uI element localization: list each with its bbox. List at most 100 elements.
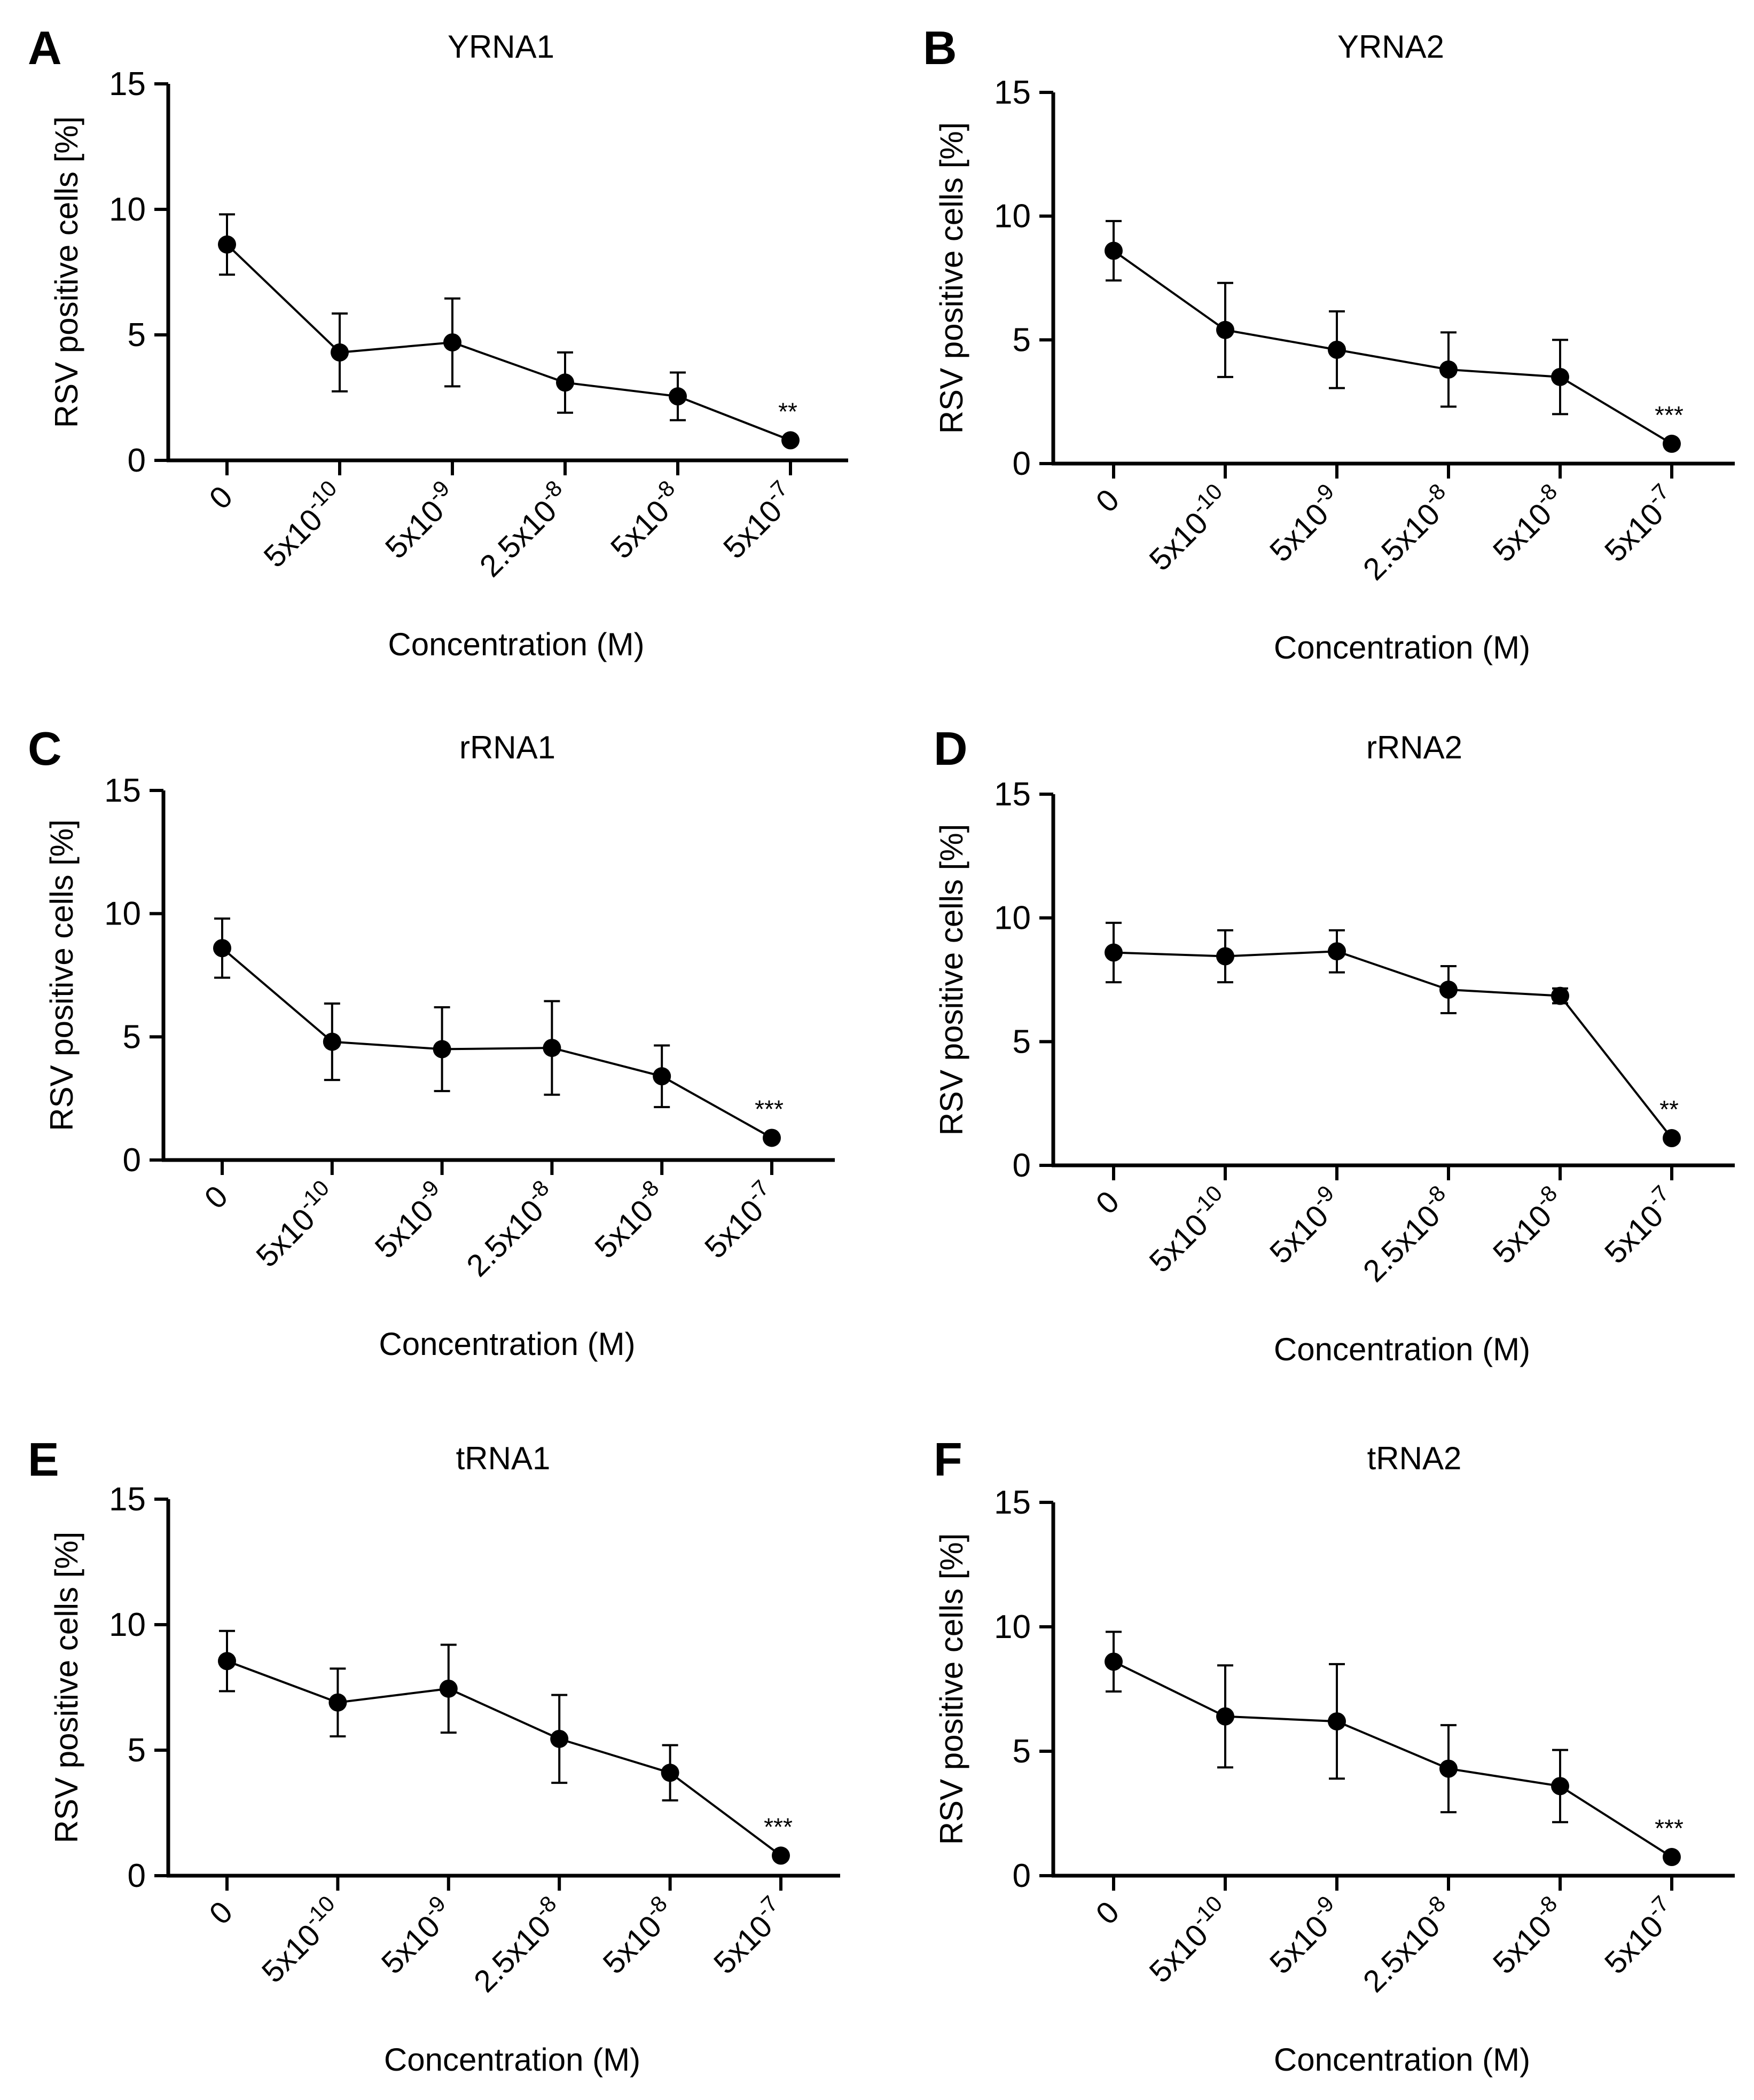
x-tick-label: 0: [1089, 1184, 1126, 1221]
series-line: [1113, 950, 1673, 1139]
y-tick-label: 0: [128, 1858, 146, 1894]
series-line: [226, 244, 791, 442]
y-axis-title: RSV positive cells [%]: [934, 122, 969, 434]
data-point: [1216, 947, 1234, 966]
data-point: [1328, 1712, 1346, 1731]
chart-title: rRNA2: [1366, 730, 1462, 765]
data-point: [1663, 1129, 1681, 1148]
x-tick-label: 5x10-9: [371, 1891, 461, 1980]
x-tick-label: 2.5x10-8: [456, 1175, 565, 1283]
y-tick-label: 15: [109, 66, 146, 103]
x-axis-title: Concentration (M): [388, 626, 644, 662]
y-axis-title: RSV positive cells [%]: [934, 824, 969, 1136]
panel-label: D: [934, 722, 968, 775]
data-point: [763, 1129, 781, 1147]
x-tick-label: 5x10-7: [713, 475, 803, 565]
data-point: [218, 235, 236, 254]
x-tick-label: 5x10-8: [600, 475, 690, 565]
significance-marker: ***: [1655, 401, 1683, 429]
chart-panel-a: A YRNA1 0 5 10 15 RSV positive cells [%] 0 5x10-…: [28, 21, 848, 662]
data-point: [1551, 367, 1569, 386]
data-point: [218, 1652, 236, 1671]
significance-marker: ***: [764, 1813, 793, 1840]
data-point: [661, 1764, 679, 1782]
y-tick-label: 15: [994, 1484, 1031, 1521]
data-point: [1105, 1652, 1123, 1671]
x-tick-label: 2.5x10-8: [1353, 1180, 1461, 1289]
y-axis-title: RSV positive cells [%]: [49, 1532, 84, 1844]
x-tick-label: 5x10-8: [1483, 1891, 1572, 1980]
significance-marker: **: [778, 397, 797, 425]
data-point: [1105, 943, 1123, 962]
x-tick-label: 5x10-9: [364, 1175, 454, 1265]
x-tick-label: 5x10-7: [1594, 479, 1684, 568]
x-tick-label: 5x10-10: [1139, 479, 1238, 577]
data-point: [1216, 320, 1234, 339]
x-tick-label: 0: [202, 479, 239, 516]
x-axis-title: Concentration (M): [1274, 1331, 1530, 1367]
data-point: [439, 1679, 458, 1698]
data-point: [1439, 360, 1458, 379]
data-point: [1439, 1759, 1458, 1778]
y-tick-label: 0: [128, 442, 146, 479]
panel-label: B: [923, 21, 957, 74]
series-line: [226, 1660, 782, 1857]
y-tick-label: 10: [994, 900, 1031, 937]
significance-marker: **: [1659, 1095, 1679, 1123]
x-tick-label: 0: [1089, 1894, 1126, 1931]
x-tick-label: 5x10-8: [584, 1175, 674, 1265]
panel-label: A: [28, 21, 62, 74]
data-point: [1551, 986, 1569, 1005]
x-tick-label: 5x10-9: [1259, 1180, 1349, 1270]
x-tick-label: 5x10-8: [1483, 1180, 1572, 1270]
y-tick-label: 0: [1013, 445, 1031, 482]
y-tick-label: 5: [123, 1018, 141, 1055]
data-point: [1328, 340, 1346, 359]
x-tick-label: 2.5x10-8: [1353, 1891, 1461, 1999]
x-tick-label: 5x10-9: [1259, 479, 1349, 568]
chart-panel-b: B YRNA2 0 5 10 15 RSV positive cells [%] 0 5x10-…: [923, 21, 1735, 665]
series-line: [1113, 1660, 1673, 1858]
y-tick-label: 15: [109, 1481, 146, 1518]
data-point: [1105, 241, 1123, 260]
data-point: [1663, 1848, 1681, 1867]
x-axis-title: Concentration (M): [384, 2042, 640, 2078]
x-tick-label: 5x10-10: [1139, 1891, 1238, 1989]
y-tick-label: 10: [104, 896, 141, 933]
data-point: [1551, 1777, 1569, 1796]
panel-label: E: [28, 1433, 59, 1486]
x-tick-label: 0: [1089, 482, 1126, 519]
y-tick-label: 5: [128, 1732, 146, 1769]
y-tick-label: 15: [994, 74, 1031, 111]
y-tick-label: 10: [994, 198, 1031, 235]
chart-title: tRNA1: [456, 1440, 551, 1476]
panel-label: C: [28, 722, 62, 775]
x-tick-label: 5x10-10: [253, 475, 352, 574]
data-point: [653, 1067, 671, 1086]
y-tick-label: 5: [1013, 1733, 1031, 1770]
x-tick-label: 5x10-10: [1139, 1180, 1238, 1279]
significance-marker: ***: [1655, 1814, 1683, 1842]
x-axis-title: Concentration (M): [379, 1326, 635, 1362]
data-point: [331, 343, 349, 362]
x-tick-label: 5x10-8: [592, 1891, 682, 1980]
y-tick-label: 5: [1013, 1023, 1031, 1060]
series-line: [1113, 249, 1673, 445]
y-tick-label: 0: [123, 1142, 141, 1179]
y-tick-label: 10: [109, 1607, 146, 1643]
data-point: [1439, 981, 1458, 999]
data-point: [556, 373, 574, 392]
data-point: [323, 1032, 341, 1051]
x-tick-label: 5x10-10: [246, 1175, 344, 1274]
data-point: [1216, 1707, 1234, 1726]
x-tick-label: 5x10-7: [1594, 1180, 1684, 1270]
y-tick-label: 10: [109, 191, 146, 228]
significance-marker: ***: [755, 1095, 784, 1123]
y-tick-label: 15: [994, 776, 1031, 813]
x-tick-label: 2.5x10-8: [1353, 479, 1461, 587]
x-tick-label: 5x10-8: [1483, 479, 1572, 568]
panel-label: F: [934, 1433, 962, 1486]
